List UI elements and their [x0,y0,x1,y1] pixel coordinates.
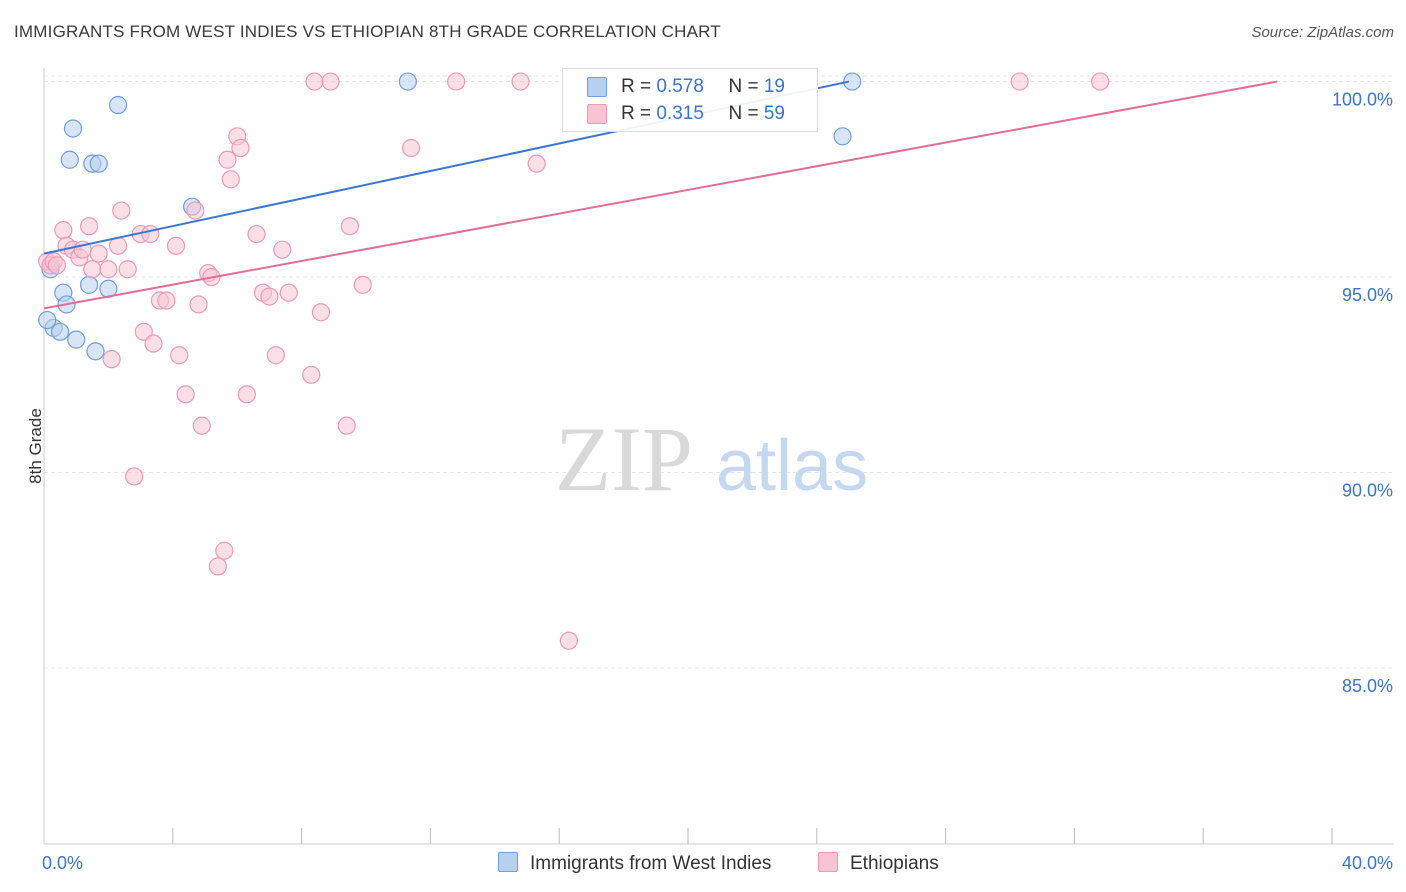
y-tick-label: 90.0% [1342,481,1393,501]
west-indies-point [60,150,79,169]
ethiopians-point [559,631,578,650]
ethiopians-point [89,244,108,263]
ethiopians-point [125,467,144,486]
ethiopians-point [305,72,324,91]
ethiopians-point [221,170,240,189]
ethiopians-point [231,138,250,158]
ethiopians-point [237,385,256,404]
ethiopians-point [260,287,279,306]
ethiopians-point [527,154,546,173]
legend-n-value: 59 [763,103,785,124]
ethiopians-point [208,557,227,576]
ethiopians-point [134,322,153,341]
ethiopians-point [170,346,189,365]
ethiopians-point [112,201,131,220]
watermark: ZIP atlas [555,408,868,510]
ethiopians-point [279,283,298,302]
ethiopians-point [215,541,234,560]
ethiopians-point [79,217,99,236]
bottom-legend-label: Immigrants from West Indies [530,853,772,874]
west-indies-point [38,310,57,330]
axis-layer [43,68,1394,845]
ethiopians-point [102,350,121,369]
watermark-atlas: atlas [716,426,868,506]
legend-swatch-pink [587,104,607,124]
west-indies-point [833,127,852,146]
west-indies-point [89,154,108,173]
west-indies-point [398,72,417,91]
legend-r-label: R = [621,103,657,124]
ethiopians-point [186,201,205,220]
ethiopians-point [47,256,66,275]
west-indies-point [108,95,128,115]
legend-r-value: 0.578 [656,76,704,97]
legend-n-value: 19 [763,76,785,97]
ethiopians-point [447,72,466,91]
y-axis-title: 8th Grade [26,408,45,484]
bottom-legend-label: Ethiopians [850,853,939,874]
ethiopians-point [141,224,160,244]
ethiopians-point [321,72,340,91]
west-indies-point [63,119,83,138]
legend-r-label: R = [621,76,657,97]
y-tick-label: 85.0% [1342,676,1393,696]
tick-labels: 100.0% 95.0% 90.0% 85.0% 0.0% 40.0% [42,90,1393,873]
watermark-zip: ZIP [555,408,693,510]
ethiopians-point [54,221,73,240]
ethiopians-point [340,217,359,236]
ethiopians-point [311,303,331,322]
legend-r-value: 0.315 [656,103,704,124]
ethiopians-point [99,260,118,279]
ethiopians-point [1091,72,1110,91]
ethiopians-point [157,291,176,310]
ethiopians-trendline [43,80,1278,310]
ethiopians-point [266,346,285,365]
ethiopians-point [166,236,186,255]
ethiopians-point [273,240,292,259]
west-indies-point [50,322,70,341]
points-layer [38,72,1110,650]
stats-legend: R = 0.578 N = 19 R = 0.315 N = 59 [562,68,818,132]
legend-n-label: N = [728,76,764,97]
legend-n-label: N = [728,103,764,124]
bottom-swatch-pink [818,852,838,872]
ethiopians-point [192,416,211,435]
ethiopians-point [247,224,266,244]
ethiopians-point [118,260,137,279]
bottom-swatch-blue [498,852,518,872]
west-indies-point [86,342,105,361]
ethiopians-point [511,72,530,91]
x-tick-label: 40.0% [1342,853,1393,873]
y-tick-label: 95.0% [1342,285,1393,305]
west-indies-point [79,275,99,294]
ethiopians-point [189,295,208,314]
ethiopians-point [83,260,102,279]
y-tick-label: 100.0% [1332,90,1393,110]
west-indies-point [67,330,86,349]
legend-swatch-blue [587,77,607,97]
ethiopians-point [1010,72,1029,91]
bottom-legend-west-indies: Immigrants from West Indies [498,852,771,875]
ethiopians-point [218,150,237,169]
x-tick-label: 0.0% [42,853,83,873]
source-label: Source: ZipAtlas.com [1251,24,1394,41]
bottom-legend-ethiopians: Ethiopians [818,852,939,875]
ethiopians-point [302,365,321,384]
ethiopians-point [176,385,195,404]
grid-layer [44,75,1394,669]
ethiopians-point [337,416,356,435]
ethiopians-point [144,334,163,353]
ethiopians-point [401,138,421,158]
chart-title: IMMIGRANTS FROM WEST INDIES VS ETHIOPIAN… [14,22,721,41]
west-indies-point [843,72,862,91]
ethiopians-point [353,275,372,294]
